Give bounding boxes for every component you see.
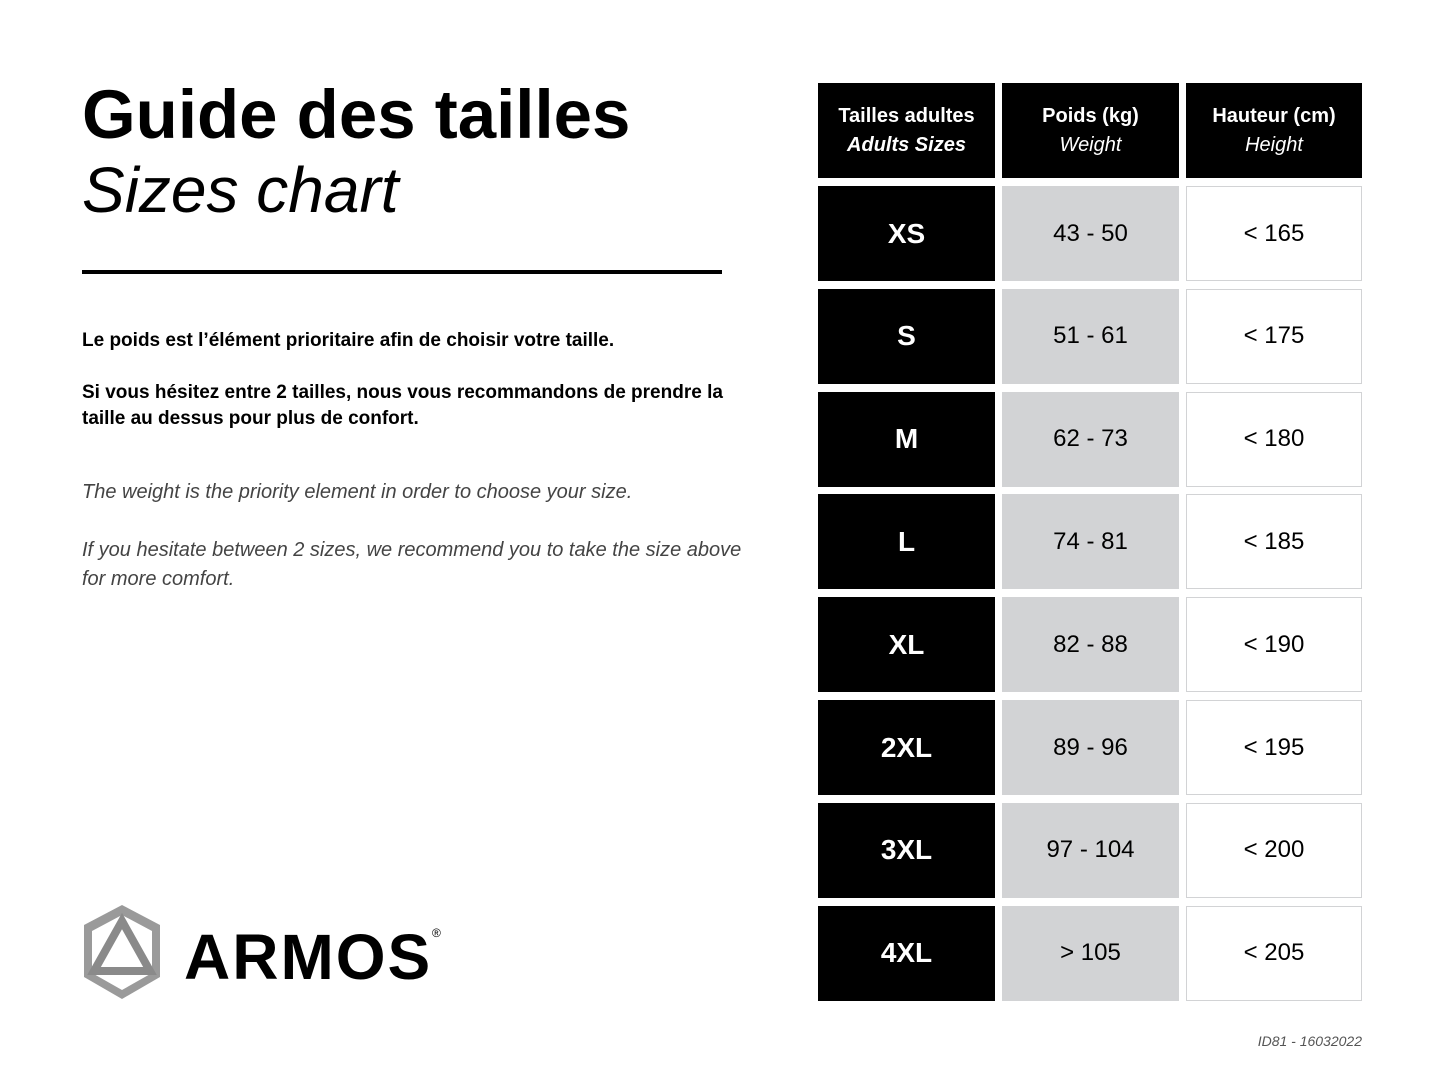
- column-sublabel: Adults Sizes: [847, 133, 966, 156]
- page-subtitle: Sizes chart: [82, 154, 399, 226]
- column-header-size: Tailles adultes Adults Sizes: [818, 83, 995, 178]
- cell-size: 3XL: [818, 802, 995, 898]
- cell-size: M: [818, 391, 995, 487]
- cell-height: < 200: [1186, 802, 1362, 898]
- cell-size: S: [818, 288, 995, 384]
- en-priority-text: The weight is the priority element in or…: [82, 481, 633, 503]
- registered-mark: ®: [432, 926, 441, 940]
- cell-size: XS: [818, 186, 995, 281]
- fr-recommend-text: Si vous hésitez entre 2 tailles, nous vo…: [82, 382, 723, 429]
- divider: [82, 270, 722, 274]
- column-sublabel: Weight: [1059, 133, 1122, 156]
- fr-priority-text: Le poids est l’élément prioritaire afin …: [82, 330, 615, 351]
- cell-height: < 175: [1186, 288, 1362, 384]
- cell-height: < 205: [1186, 905, 1362, 1001]
- en-recommend-text: If you hesitate between 2 sizes, we reco…: [82, 539, 742, 590]
- document-id: ID81 - 16032022: [1257, 1033, 1362, 1049]
- page-title: Guide des tailles: [82, 76, 631, 153]
- column-header-weight: Poids (kg) Weight: [1002, 83, 1179, 178]
- cell-size: XL: [818, 597, 995, 693]
- cell-height: < 185: [1186, 494, 1362, 590]
- cell-weight: > 105: [1002, 905, 1179, 1001]
- cell-weight: 82 - 88: [1002, 597, 1179, 693]
- cell-weight: 89 - 96: [1002, 700, 1179, 795]
- cell-height: < 165: [1186, 186, 1362, 281]
- brand-name: ARMOS: [184, 921, 432, 993]
- cell-weight: 51 - 61: [1002, 288, 1179, 384]
- cell-height: < 180: [1186, 391, 1362, 487]
- column-label: Tailles adultes: [838, 104, 975, 127]
- cell-weight: 74 - 81: [1002, 494, 1179, 590]
- column-label: Hauteur (cm): [1212, 104, 1336, 127]
- cell-height: < 190: [1186, 597, 1362, 693]
- armos-logo: ARMOS ®: [80, 903, 450, 1008]
- cell-weight: 43 - 50: [1002, 186, 1179, 281]
- column-header-height: Hauteur (cm) Height: [1186, 83, 1362, 178]
- armos-hexagon-icon: ARMOS ®: [84, 905, 441, 999]
- cell-weight: 62 - 73: [1002, 391, 1179, 487]
- cell-weight: 97 - 104: [1002, 802, 1179, 898]
- cell-size: 2XL: [818, 700, 995, 795]
- cell-size: L: [818, 494, 995, 590]
- column-sublabel: Height: [1245, 133, 1303, 156]
- column-label: Poids (kg): [1042, 104, 1139, 127]
- cell-size: 4XL: [818, 905, 995, 1001]
- cell-height: < 195: [1186, 700, 1362, 795]
